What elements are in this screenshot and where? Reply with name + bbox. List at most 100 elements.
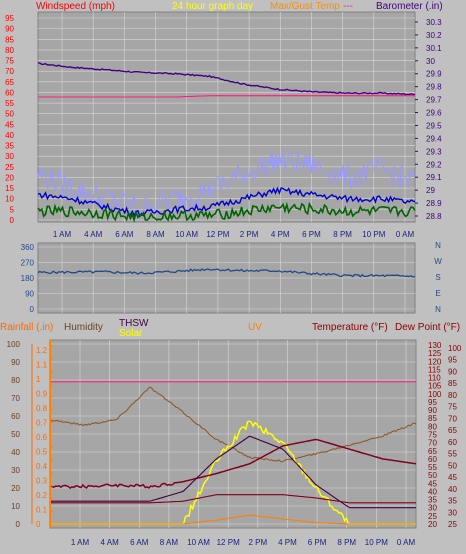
- wind-direction-line: [37, 268, 416, 278]
- dewpoint-tick: 100: [448, 344, 462, 353]
- time-label: 6 PM: [308, 538, 327, 547]
- humidity-title: Humidity: [64, 322, 103, 333]
- compass-s-label: S: [435, 273, 440, 282]
- time-label: 0 AM: [397, 538, 416, 547]
- temperature-tick: 125: [428, 349, 442, 358]
- time-label: 8 PM: [337, 538, 356, 547]
- time-label: 4 AM: [84, 230, 103, 239]
- dewpoint-tick: 40: [448, 485, 457, 494]
- dewpoint-tick: 25: [448, 520, 457, 529]
- baro-tick: 29.7: [426, 96, 442, 105]
- baro-tick: 29.1: [426, 173, 442, 182]
- time-label: 4 PM: [278, 538, 297, 547]
- baro-tick: 28.8: [426, 212, 442, 221]
- wind-tick: 75: [5, 57, 14, 66]
- wind-tick: 50: [5, 110, 14, 119]
- temperature-tick: 105: [428, 382, 442, 391]
- direction-tick: 360: [21, 243, 35, 252]
- rain-tick: 1: [36, 375, 41, 384]
- temperature-tick: 85: [428, 414, 437, 423]
- baro-tick: 29: [426, 186, 435, 195]
- top-plot-area: [37, 11, 416, 223]
- time-label: 10 AM: [175, 230, 198, 239]
- direction-grid: [38, 243, 415, 313]
- temperature-tick: 120: [428, 357, 442, 366]
- rainfall-title: Rainfall (.in): [0, 322, 53, 333]
- time-label: 1 AM: [71, 538, 90, 547]
- dewpoint-tick: 55: [448, 450, 457, 459]
- humidity-tick: 10: [11, 502, 20, 511]
- wind-tick: 80: [5, 46, 14, 55]
- humidity-tick: 30: [11, 466, 20, 475]
- wind-tick: 35: [5, 142, 14, 151]
- wind-tick: 20: [5, 173, 14, 182]
- wind-tick: 70: [5, 67, 14, 76]
- rain-tick: 1.2: [36, 346, 48, 355]
- top-series-line: [37, 149, 416, 218]
- dewpoint-tick: 75: [448, 403, 457, 412]
- rain-tick: 0.8: [36, 404, 48, 413]
- top-series: [37, 62, 416, 223]
- time-label: 6 PM: [302, 230, 321, 239]
- bottom-series-line: [50, 494, 416, 504]
- humidity-tick: 60: [11, 412, 20, 421]
- top-series-line: [37, 186, 416, 218]
- temperature-tick: 110: [428, 374, 441, 383]
- time-label: 4 AM: [101, 538, 120, 547]
- temperature-tick: 130: [428, 341, 442, 350]
- bottom-series-line: [49, 438, 417, 490]
- dewpoint-title: Dew Point (°F): [395, 322, 460, 333]
- baro-tick: 30.3: [426, 18, 442, 27]
- dewpoint-tick: 80: [448, 391, 457, 400]
- baro-tick: 30: [426, 57, 435, 66]
- wind-tick: 95: [5, 14, 14, 23]
- time-label: 12 PM: [206, 230, 229, 239]
- humidity-tick: 90: [11, 358, 20, 367]
- dewpoint-tick: 85: [448, 379, 457, 388]
- temperature-tick: 50: [428, 471, 437, 480]
- baro-tick: 29.2: [426, 160, 442, 169]
- time-label: 10 AM: [187, 538, 210, 547]
- temperature-tick: 25: [428, 512, 437, 521]
- uv-title: UV: [248, 322, 262, 333]
- rain-tick: 0.6: [36, 433, 48, 442]
- wind-tick: 85: [5, 35, 14, 44]
- wind-tick: 90: [5, 25, 14, 34]
- time-label: 6 AM: [115, 230, 134, 239]
- dewpoint-tick: 60: [448, 438, 457, 447]
- temperature-tick: 55: [428, 463, 437, 472]
- direction-tick: 0: [30, 305, 35, 314]
- baro-tick: 29.5: [426, 121, 442, 130]
- temperature-tick: 40: [428, 487, 437, 496]
- rain-tick: 0.5: [36, 448, 48, 457]
- baro-axis: 30.3 30.2 30.1 30 29.9 29.8 29.7 29.6 29.5 29.4 29…: [415, 18, 442, 221]
- temperature-tick: 90: [428, 406, 437, 415]
- baro-tick: 29.9: [426, 70, 442, 79]
- compass-w-label: W: [434, 257, 442, 266]
- temperature-tick: 75: [428, 431, 437, 440]
- temperature-tick: 100: [428, 390, 442, 399]
- temperature-tick: 20: [428, 520, 437, 529]
- maxgust-label: Max/Gust Temp: [270, 1, 340, 12]
- wind-tick: 45: [5, 120, 14, 129]
- dewpoint-tick: 35: [448, 497, 457, 506]
- wind-tick: 55: [5, 99, 14, 108]
- compass-n-label: N: [435, 305, 441, 314]
- dewpoint-tick: 45: [448, 473, 457, 482]
- top-time-axis: 1 AM 4 AM 6 AM 8 AM 10 AM 12 PM 2 PM 4 PM 6 PM 8 …: [53, 230, 415, 239]
- temperature-tick: 115: [428, 365, 441, 374]
- wind-tick: 25: [5, 163, 14, 172]
- humidity-tick: 50: [11, 430, 20, 439]
- dewpoint-tick: 65: [448, 426, 457, 435]
- wind-tick: 10: [5, 195, 14, 204]
- humidity-tick: 80: [11, 376, 20, 385]
- compass-n-label: N: [435, 241, 441, 250]
- bottom-axes: 10090807060504030201001.21.110.90.80.70.…: [7, 340, 462, 529]
- temperature-tick: 45: [428, 479, 437, 488]
- rain-tick: 0.1: [36, 506, 48, 515]
- rain-tick: 0.7: [36, 419, 48, 428]
- baro-tick: 30.2: [426, 31, 442, 40]
- time-label: 12 PM: [217, 538, 240, 547]
- temperature-tick: 95: [428, 398, 437, 407]
